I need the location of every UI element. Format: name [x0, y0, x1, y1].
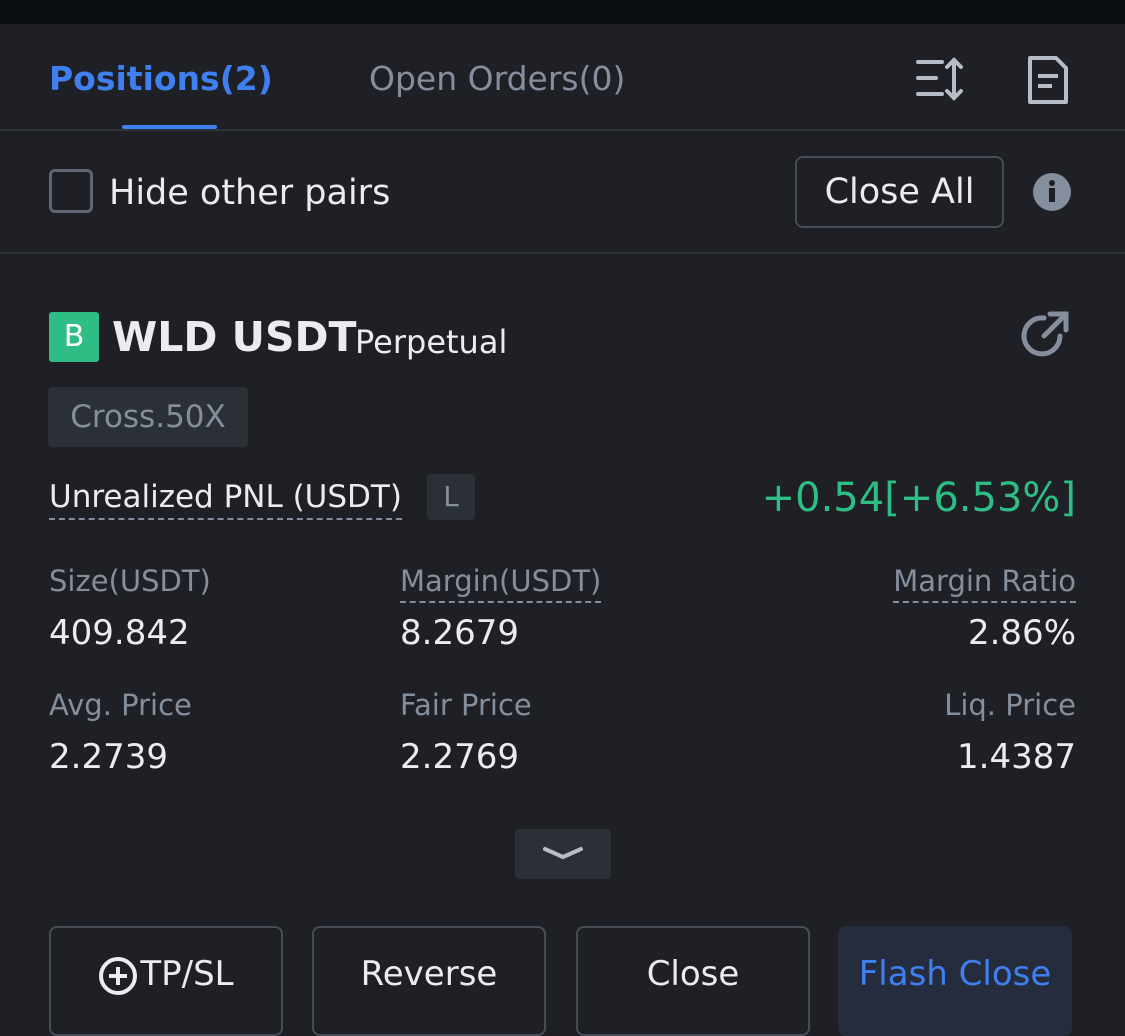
symbol[interactable]: WLD USDT	[112, 313, 357, 361]
margin-mode-tag: Cross.50X	[48, 387, 248, 447]
plus-icon	[99, 957, 138, 995]
side-badge: B	[49, 312, 99, 362]
close-button[interactable]: Close	[576, 926, 810, 1036]
contract-type: Perpetual	[355, 323, 508, 361]
info-icon[interactable]	[1032, 172, 1072, 212]
field-value: 8.2679	[400, 613, 519, 653]
expand-button[interactable]	[515, 829, 611, 879]
open-orders-tab[interactable]: Open Orders(0)	[369, 59, 626, 98]
field-label: Liq. Price	[944, 688, 1076, 722]
field-value: 409.842	[49, 613, 190, 653]
pnl-label[interactable]: Unrealized PNL (USDT)	[49, 476, 402, 520]
field-value: 2.2739	[49, 737, 168, 777]
divider	[0, 129, 1125, 131]
sort-icon[interactable]	[914, 56, 966, 102]
field-value: 2.86%	[967, 613, 1076, 653]
field-value: 2.2769	[400, 737, 519, 777]
checkbox-label[interactable]: Hide other pairs	[109, 173, 391, 213]
field-label: Fair Price	[400, 688, 532, 722]
reverse-button[interactable]: Reverse	[312, 926, 546, 1036]
flash-close-button[interactable]: Flash Close	[838, 926, 1072, 1036]
field-label: Avg. Price	[49, 688, 192, 722]
pnl-badge: L	[427, 474, 475, 520]
button-label: Reverse	[360, 954, 498, 994]
pnl-value: +0.54[+6.53%]	[761, 475, 1076, 521]
history-icon[interactable]	[1026, 54, 1070, 106]
checkbox[interactable]	[49, 169, 93, 213]
button-label: Flash Close	[858, 954, 1052, 994]
share-icon[interactable]	[1016, 308, 1072, 364]
status-bar	[0, 0, 1125, 24]
field-label: Size(USDT)	[49, 564, 211, 598]
field-label[interactable]: Margin(USDT)	[400, 561, 602, 603]
button-label: TP/SL	[140, 954, 234, 994]
positions-tab[interactable]: Positions(2)	[49, 59, 273, 98]
divider	[0, 252, 1125, 254]
tab-underline	[122, 125, 217, 129]
button-label: Close	[646, 954, 740, 994]
field-value: 1.4387	[957, 737, 1076, 777]
tpsl-button[interactable]: TP/SL	[49, 926, 283, 1036]
field-label[interactable]: Margin Ratio	[893, 561, 1076, 603]
close-all-button[interactable]: Close All	[795, 156, 1004, 228]
